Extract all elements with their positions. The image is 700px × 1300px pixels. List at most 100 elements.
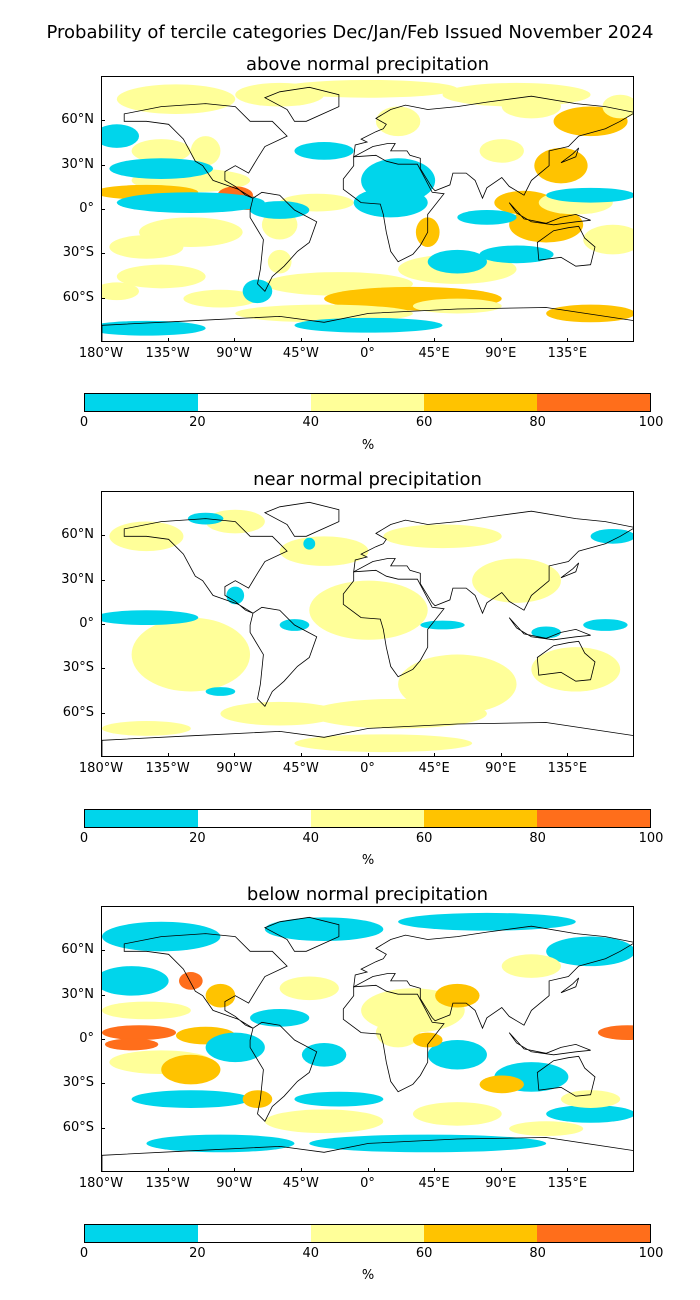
coastline — [263, 501, 340, 537]
lat-tick-label: 60°S — [62, 289, 94, 305]
coastline — [249, 191, 318, 292]
probability-patch — [235, 304, 413, 323]
coastline — [263, 86, 340, 122]
lat-tick-label: 30°N — [61, 156, 94, 172]
colorbar-segment-60-80 — [424, 394, 537, 411]
probability-patch — [602, 94, 633, 119]
probability-patch — [412, 1032, 443, 1048]
probability-patch — [435, 983, 480, 1008]
probability-patch — [420, 620, 465, 630]
map-near-normal[interactable] — [101, 491, 634, 757]
coastline — [249, 606, 318, 707]
colorbar-unit: % — [361, 438, 375, 453]
coastline — [249, 1021, 318, 1122]
probability-patch — [427, 249, 487, 274]
lon-tick-mark — [101, 338, 102, 342]
probability-patch — [205, 983, 236, 1008]
probability-patch — [279, 79, 458, 98]
colorbar-tick-label: 100 — [638, 415, 664, 430]
probability-patch — [102, 966, 169, 996]
coastline — [102, 307, 633, 341]
map-below-normal[interactable] — [101, 906, 634, 1172]
probability-patch — [294, 317, 443, 333]
lat-tick-label: 60°N — [61, 942, 94, 958]
probability-patch — [531, 647, 621, 692]
lon-tick-mark — [500, 338, 502, 342]
colorbar-segment-0-20 — [85, 394, 198, 411]
colorbar-tick-label: 60 — [415, 1246, 433, 1261]
colorbar-tick-label: 40 — [302, 415, 320, 430]
lon-tick-label: 45°E — [418, 1176, 450, 1191]
coastline — [263, 916, 340, 952]
colorbar-segment-40-60 — [311, 394, 424, 411]
colorbar-segment-20-40 — [198, 394, 311, 411]
coastline — [123, 103, 288, 199]
colorbar-tick-label: 60 — [415, 415, 433, 430]
lon-tick-label: 180°W — [78, 761, 124, 776]
colorbar-tick-label: 100 — [638, 1246, 664, 1261]
lon-tick-mark — [567, 753, 569, 757]
colorbar-segment-20-40 — [198, 810, 311, 827]
map-canvas — [102, 912, 633, 1171]
probability-patch — [560, 1090, 621, 1108]
lat-tick-mark — [101, 120, 105, 122]
coastline — [508, 617, 591, 641]
lat-tick-label: 0° — [79, 616, 94, 631]
colorbar-unit: % — [361, 1268, 375, 1283]
probability-patch — [102, 721, 191, 736]
probability-patch — [220, 701, 339, 726]
lon-tick-label: 135°E — [547, 1176, 588, 1191]
lon-tick-mark — [101, 1168, 102, 1172]
probability-patch — [190, 136, 221, 166]
probability-patch — [183, 289, 258, 308]
probability-patch — [267, 249, 292, 274]
probability-patch — [131, 617, 251, 692]
lat-tick-mark — [101, 164, 105, 166]
map-canvas — [102, 501, 633, 756]
lat-tick-mark — [101, 253, 105, 255]
lat-tick-label: 30°N — [61, 571, 94, 587]
probability-patch — [590, 528, 633, 544]
lon-tick-mark — [300, 1168, 302, 1172]
lon-tick-mark — [367, 1168, 369, 1172]
probability-patch — [109, 235, 184, 259]
probability-patch — [102, 1001, 191, 1020]
colorbar-segment-80-100 — [537, 1225, 650, 1242]
lat-tick-label: 60°S — [62, 704, 94, 720]
probability-patch — [131, 1090, 251, 1108]
panel-title-above-normal: above normal precipitation — [245, 54, 490, 75]
lon-tick-label: 90°E — [485, 761, 517, 776]
colorbar-segment-80-100 — [537, 810, 650, 827]
probability-patch — [457, 210, 517, 225]
lon-tick-mark — [434, 338, 436, 342]
lon-tick-label: 45°W — [282, 346, 319, 361]
probability-patch — [479, 139, 524, 163]
probability-patch — [301, 1042, 347, 1067]
colorbar-tick-label: 0 — [79, 415, 89, 430]
lon-tick-label: 45°E — [418, 761, 450, 776]
lon-tick-mark — [234, 753, 236, 757]
probability-patch — [102, 1025, 177, 1040]
probability-patch — [546, 1105, 633, 1123]
colorbar-tick-label: 20 — [189, 415, 206, 430]
lon-tick-mark — [300, 338, 302, 342]
colorbar-tick-label: 20 — [189, 1246, 206, 1261]
lat-tick-mark — [101, 579, 105, 581]
lon-tick-label: 45°W — [282, 1176, 319, 1191]
lon-tick-label: 90°E — [485, 346, 517, 361]
coastline — [536, 1055, 596, 1097]
probability-patch — [375, 106, 421, 137]
map-above-normal[interactable] — [101, 76, 634, 342]
probability-patch — [205, 687, 236, 696]
lat-tick-mark — [101, 712, 105, 714]
probability-patch — [131, 139, 191, 163]
probability-patch — [116, 84, 236, 114]
probability-patch — [294, 142, 354, 160]
lon-tick-label: 90°W — [216, 1176, 253, 1191]
colorbar-tick-label: 40 — [302, 1246, 320, 1261]
probability-patch — [102, 320, 206, 336]
lat-tick-label: 0° — [79, 1031, 94, 1046]
probability-patch — [546, 936, 633, 967]
probability-patch — [479, 245, 554, 264]
coastline — [353, 95, 633, 200]
